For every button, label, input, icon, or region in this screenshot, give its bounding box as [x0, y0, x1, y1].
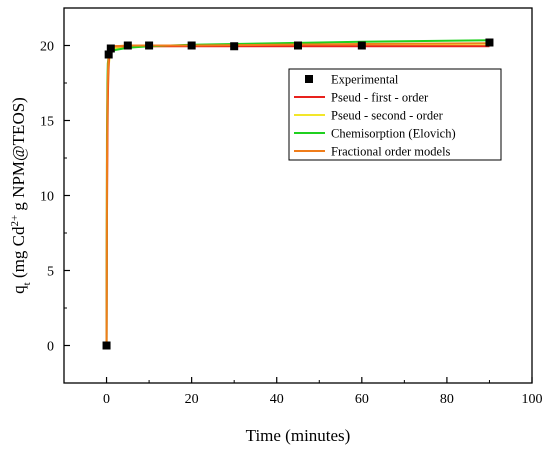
- data-point: [106, 44, 115, 53]
- x-tick-label: 40: [270, 392, 284, 407]
- data-point: [123, 41, 132, 50]
- y-tick-label: 5: [47, 265, 54, 280]
- data-point: [145, 41, 154, 50]
- y-tick-label: 15: [40, 115, 54, 130]
- x-tick-label: 100: [522, 392, 543, 407]
- y-tick-label: 0: [47, 340, 54, 355]
- ticks-layer: 0 20 40 60 80 100 0 5 10 15 20: [40, 7, 543, 407]
- data-point: [485, 38, 494, 47]
- legend-label: Pseud - first - order: [331, 91, 429, 105]
- y-axis-title-sub: t: [21, 282, 33, 285]
- data-point: [187, 41, 196, 50]
- x-tick-label: 0: [103, 392, 110, 407]
- legend-label: Pseud - second - order: [331, 109, 444, 123]
- y-axis-title-suffix: g NPM@TEOS): [9, 97, 28, 215]
- y-tick-label: 10: [40, 190, 54, 205]
- series-layer: [102, 38, 494, 350]
- x-tick-label: 20: [185, 392, 199, 407]
- x-tick-label: 80: [440, 392, 454, 407]
- y-axis-title-sup: 2+: [9, 215, 21, 227]
- data-point: [357, 41, 366, 50]
- legend-label: Chemisorption (Elovich): [331, 127, 456, 141]
- x-axis-title: Time (minutes): [246, 426, 351, 445]
- y-tick-label: 20: [40, 40, 54, 55]
- legend-label: Fractional order models: [331, 145, 451, 159]
- data-point: [294, 41, 302, 50]
- y-axis-title-prefix: q: [9, 285, 28, 294]
- y-axis-title-mid: (mg Cd: [9, 226, 28, 282]
- legend-marker: [305, 75, 313, 83]
- data-point: [104, 50, 113, 59]
- legend-label: Experimental: [331, 73, 399, 87]
- data-point: [102, 341, 111, 350]
- y-axis-title: qt (mg Cd2+ g NPM@TEOS): [9, 97, 33, 294]
- x-tick-label: 60: [355, 392, 369, 407]
- legend: Experimental Pseud - first - order Pseud -…: [288, 68, 502, 161]
- data-point: [230, 42, 239, 51]
